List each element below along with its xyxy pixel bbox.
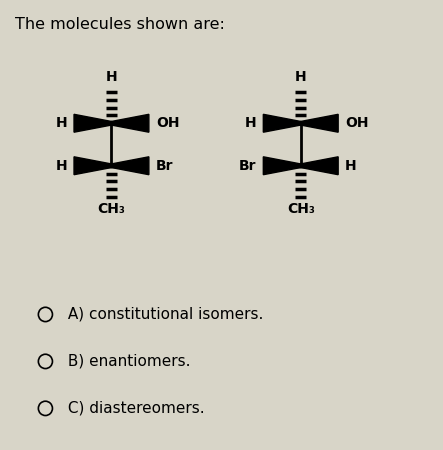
Text: Br: Br (156, 159, 173, 173)
Text: H: H (105, 70, 117, 84)
Text: The molecules shown are:: The molecules shown are: (15, 17, 225, 32)
Text: B) enantiomers.: B) enantiomers. (63, 354, 191, 369)
Text: H: H (295, 70, 307, 84)
Polygon shape (112, 157, 149, 175)
Text: CH₃: CH₃ (97, 202, 125, 216)
Polygon shape (74, 157, 112, 175)
Text: A) constitutional isomers.: A) constitutional isomers. (63, 307, 264, 322)
Text: H: H (55, 159, 67, 173)
Text: C) diastereomers.: C) diastereomers. (63, 401, 205, 416)
Polygon shape (301, 114, 338, 132)
Text: OH: OH (345, 116, 369, 130)
Text: H: H (245, 116, 256, 130)
Text: H: H (345, 159, 357, 173)
Text: OH: OH (156, 116, 179, 130)
Polygon shape (112, 114, 149, 132)
Polygon shape (263, 114, 301, 132)
Text: CH₃: CH₃ (287, 202, 315, 216)
Polygon shape (301, 157, 338, 175)
Text: H: H (55, 116, 67, 130)
Polygon shape (74, 114, 112, 132)
Polygon shape (263, 157, 301, 175)
Text: Br: Br (239, 159, 256, 173)
